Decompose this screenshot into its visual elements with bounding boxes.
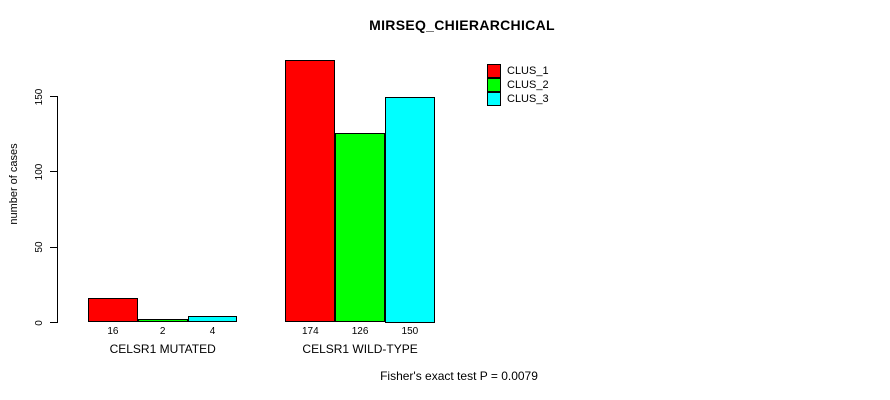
legend-label: CLUS_2	[507, 79, 549, 91]
legend-label: CLUS_1	[507, 65, 549, 77]
bar-value-label: 126	[351, 326, 369, 337]
bar-value-label: 174	[301, 326, 319, 337]
y-tick-mark	[50, 246, 57, 248]
category-label: CELSR1 MUTATED	[109, 342, 216, 356]
bar-clus_2-group2	[335, 132, 385, 323]
bar-value-label: 150	[401, 326, 419, 337]
legend-row: CLUS_1	[487, 64, 549, 78]
legend-swatch-clus_1	[487, 64, 501, 78]
bar-clus_1-group2	[285, 60, 336, 323]
category-label: CELSR1 WILD-TYPE	[302, 342, 418, 356]
bar-clus_1-group1	[88, 298, 138, 323]
y-tick-label: 150	[34, 88, 45, 105]
y-tick-mark	[50, 171, 57, 173]
bar-value-label: 16	[107, 326, 119, 337]
bar-clus_2-group1	[137, 319, 188, 323]
bar-value-label: 4	[209, 326, 216, 337]
legend-row: CLUS_3	[487, 92, 549, 106]
bar-clus_3-group2	[385, 96, 435, 323]
bar-value-label: 2	[159, 326, 166, 337]
legend-swatch-clus_3	[487, 92, 501, 106]
bar-clus_3-group1	[187, 316, 238, 323]
legend-row: CLUS_2	[487, 78, 549, 92]
legend-swatch-clus_2	[487, 78, 501, 92]
y-tick-mark	[50, 322, 57, 323]
y-axis-line	[57, 96, 58, 323]
y-tick-label: 50	[34, 241, 45, 253]
y-axis-title: number of cases	[8, 143, 20, 225]
chart-title: MIRSEQ_CHIERARCHICAL	[369, 17, 555, 33]
y-tick-mark	[50, 96, 57, 97]
y-tick-label: 100	[34, 163, 45, 181]
legend: CLUS_1 CLUS_2 CLUS_3	[487, 64, 549, 106]
annotation-text: Fisher's exact test P = 0.0079	[380, 369, 538, 383]
legend-label: CLUS_3	[507, 93, 549, 105]
y-tick-label: 0	[34, 319, 45, 326]
